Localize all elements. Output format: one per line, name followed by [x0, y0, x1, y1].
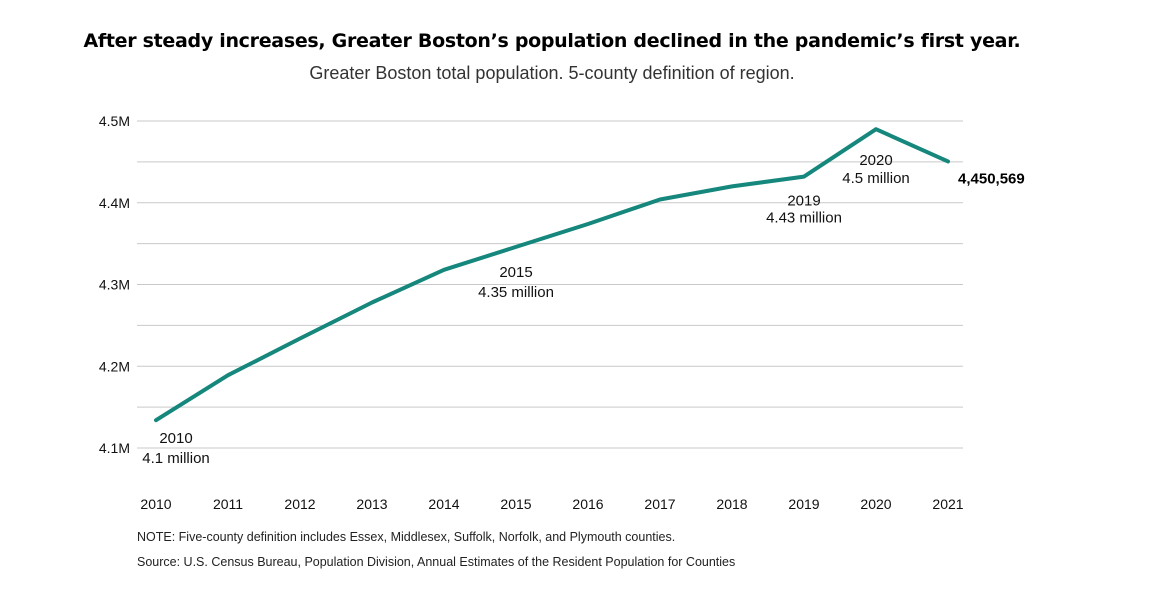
chart-subtitle: Greater Boston total population. 5-count… — [309, 63, 795, 83]
x-tick-label: 2012 — [284, 496, 315, 512]
x-tick-label: 2017 — [644, 496, 675, 512]
y-tick-label: 4.1M — [99, 440, 130, 456]
x-tick-label: 2011 — [213, 496, 243, 512]
y-tick-label: 4.5M — [99, 113, 130, 129]
x-tick-label: 2015 — [500, 496, 531, 512]
x-tick-label: 2010 — [140, 496, 171, 512]
annotation-value: 4.35 million — [478, 284, 554, 301]
end-value-label: 4,450,569 — [958, 170, 1025, 187]
annotation-year: 2019 — [787, 193, 820, 210]
chart-source: Source: U.S. Census Bureau, Population D… — [137, 555, 736, 569]
x-tick-label: 2019 — [788, 496, 819, 512]
annotation-year: 2010 — [159, 430, 192, 447]
y-tick-label: 4.4M — [99, 195, 130, 211]
x-tick-label: 2016 — [572, 496, 603, 512]
x-tick-label: 2018 — [716, 496, 747, 512]
annotation-year: 2020 — [859, 152, 892, 169]
chart-note: NOTE: Five-county definition includes Es… — [137, 530, 676, 544]
x-tick-label: 2014 — [428, 496, 459, 512]
x-tick-label: 2013 — [356, 496, 387, 512]
annotation-value: 4.1 million — [142, 450, 210, 467]
annotation-value: 4.5 million — [842, 170, 910, 187]
y-tick-label: 4.2M — [99, 358, 130, 374]
annotation-year: 2015 — [499, 264, 532, 281]
x-tick-label: 2020 — [860, 496, 891, 512]
annotation-value: 4.43 million — [766, 210, 842, 227]
series-line — [154, 127, 950, 423]
chart-title: After steady increases, Greater Boston’s… — [83, 30, 1021, 52]
y-tick-label: 4.3M — [99, 277, 130, 293]
x-tick-label: 2021 — [932, 496, 963, 512]
